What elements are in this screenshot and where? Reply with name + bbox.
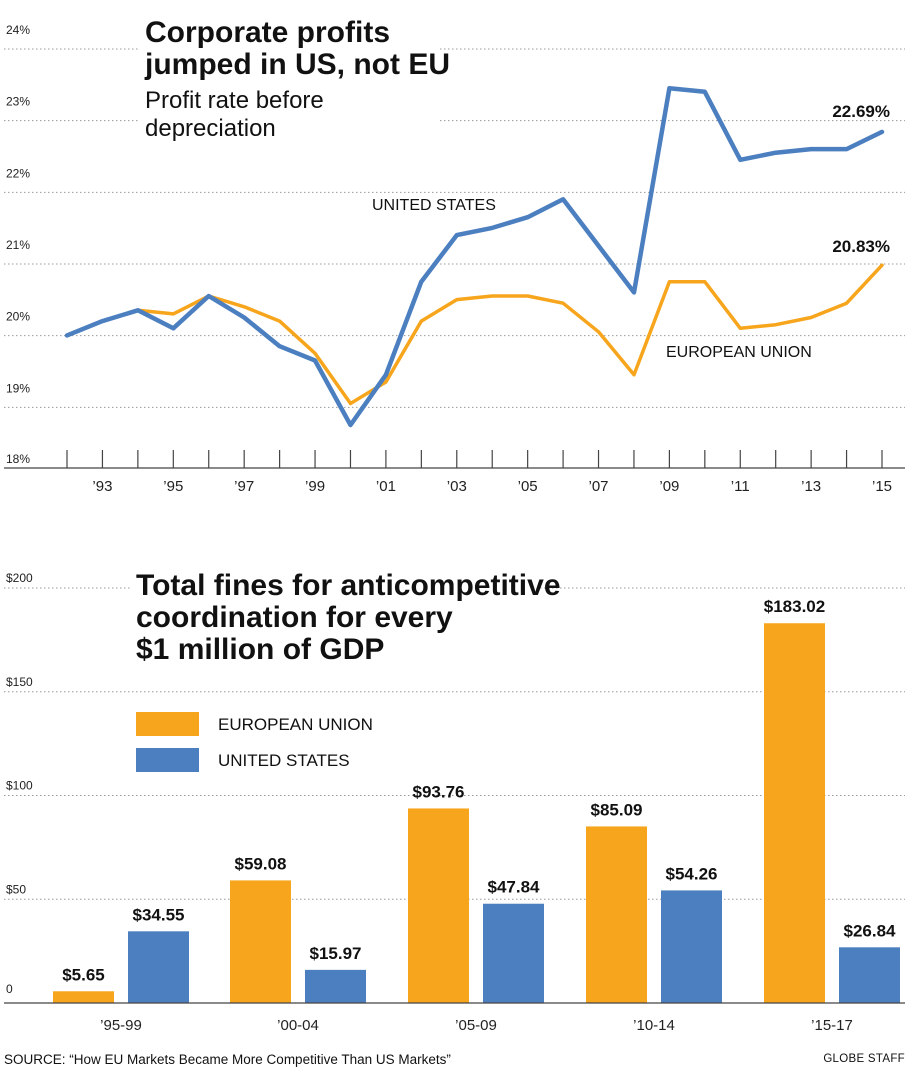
end-value-label-eu: 20.83% [832,237,890,256]
y-tick-label: $100 [6,779,33,793]
x-tick-label: ’03 [447,478,467,495]
series-label-eu: EUROPEAN UNION [666,344,812,361]
bar-us [661,890,722,1003]
bar-value-label-eu: $183.02 [764,597,825,616]
source-note: SOURCE: “How EU Markets Became More Comp… [4,1052,451,1067]
x-tick-label: ’95-99 [100,1017,142,1034]
x-tick-label: ’05 [518,478,538,495]
y-tick-label: 23% [6,95,30,109]
chart-title: Total fines for anticompetitive [136,569,561,602]
x-tick-label: ’05-09 [455,1017,497,1034]
x-tick-label: ’00-04 [277,1017,319,1034]
chart-title: Corporate profits [145,16,390,49]
bar-eu [53,991,114,1003]
bar-eu [230,880,291,1003]
profit-rate-line-chart: 18% 19% 20% 21% 22% 23% 24% ’93 ’95 ’97 ’99 ’01 ’03 ’… [4,12,905,495]
chart-title: coordination for every [136,601,453,634]
fines-bar-chart: 0 $50 $100 $150 $200 Total fines for anticomp… [4,565,905,1034]
x-tick-label: ’99 [305,478,325,495]
legend-label-us: UNITED STATES [218,751,350,770]
x-tick-label: ’97 [234,478,254,495]
bar-value-label-us: $54.26 [666,864,718,883]
bar-value-label-eu: $59.08 [235,854,287,873]
x-tick-label: ’07 [589,478,609,495]
y-tick-label: 24% [6,23,30,37]
series-line-eu [65,263,884,406]
bar-us [839,947,900,1003]
x-tick-label: ’15-17 [811,1017,853,1034]
bar-value-label-us: $34.55 [133,905,185,924]
x-tick-label: ’93 [92,478,112,495]
bar-eu [586,826,647,1003]
bar-us [128,931,189,1003]
x-tick-label: ’15 [872,478,892,495]
bar-value-label-us: $26.84 [844,921,897,940]
x-tick-label: ’01 [376,478,396,495]
y-tick-label: 22% [6,166,30,180]
y-tick-label: $150 [6,675,33,689]
chart-title: $1 million of GDP [136,633,384,666]
bar-value-label-eu: $93.76 [413,782,465,801]
y-tick-label: 18% [6,452,30,466]
x-tick-label: ’13 [801,478,821,495]
series-label-us: UNITED STATES [372,197,496,214]
bar-us [305,969,366,1003]
x-tick-label: ’10-14 [633,1017,675,1034]
bar-eu [764,623,825,1003]
credit-label: GLOBE STAFF [823,1053,905,1065]
bar-value-label-us: $15.97 [310,944,362,963]
x-tick-label: ’11 [731,478,750,495]
chart-title: jumped in US, not EU [144,48,450,81]
legend-label-eu: EUROPEAN UNION [218,715,373,734]
legend-swatch-eu [136,712,199,736]
bar-eu [408,808,469,1003]
y-tick-label: 20% [6,310,30,324]
bar-value-label-us: $47.84 [488,878,541,897]
y-tick-label: 21% [6,238,30,252]
y-tick-label: $50 [6,882,26,896]
bar-value-label-eu: $85.09 [591,800,643,819]
bar-us [483,903,544,1003]
legend-swatch-us [136,748,199,772]
series-line-us [64,85,885,428]
y-tick-label: $200 [6,571,33,585]
title-backdrop [130,565,540,677]
x-tick-label: ’95 [163,478,183,495]
y-tick-label: 19% [6,381,30,395]
end-value-label-us: 22.69% [832,102,890,121]
bar-value-label-eu: $5.65 [62,965,105,984]
x-tick-label: ’09 [659,478,679,495]
chart-subtitle: depreciation [145,115,276,142]
chart-subtitle: Profit rate before [145,87,324,114]
title-backdrop [138,12,438,144]
y-tick-label: 0 [6,982,13,996]
